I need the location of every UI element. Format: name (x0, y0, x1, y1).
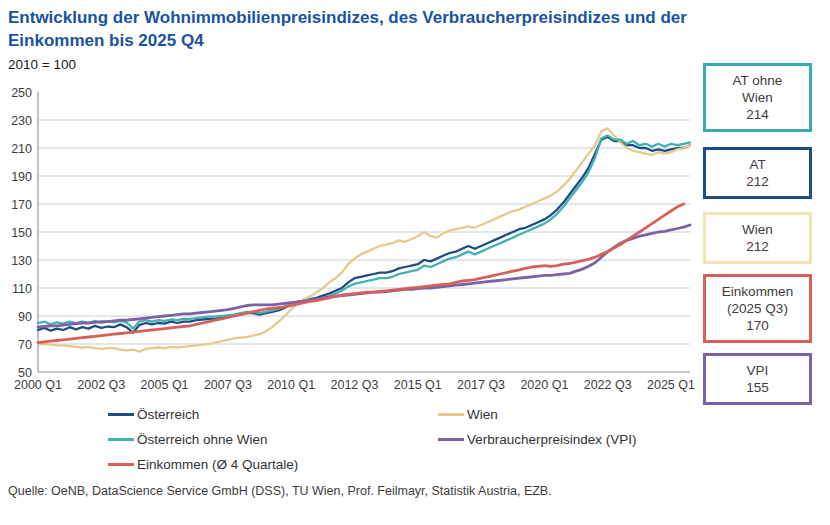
y-tick-label: 230 (11, 114, 32, 128)
endpoint-box-label: Wien (708, 221, 807, 238)
x-tick-label: 2002 Q3 (77, 378, 125, 392)
y-tick-label: 210 (11, 142, 32, 156)
legend-item-wien: Wien (438, 402, 637, 427)
series-line-einkommen (38, 204, 684, 343)
x-tick-label: 2015 Q1 (394, 378, 442, 392)
legend-item-oesterreich: Österreich (108, 402, 438, 427)
endpoint-box-value: 212 (708, 173, 807, 190)
index-base-note: 2010 = 100 (8, 57, 76, 72)
x-tick-label: 2005 Q1 (141, 378, 189, 392)
legend-label-wien: Wien (467, 407, 498, 422)
page-title-line1: Entwicklung der Wohnimmobilienpreisindiz… (8, 6, 718, 29)
endpoint-box-label: (2025 Q3) (708, 300, 807, 317)
legend-item-oesterreich-ohne-wien: Österreich ohne Wien (108, 427, 438, 452)
y-tick-label: 70 (18, 338, 32, 352)
legend-label-oesterreich-ohne-wien: Österreich ohne Wien (137, 432, 268, 447)
page-title-line2: Einkommen bis 2025 Q4 (8, 29, 718, 52)
x-tick-label: 2020 Q1 (520, 378, 568, 392)
endpoint-box-label: Einkommen (708, 283, 807, 300)
x-tick-label: 2025 Q1 (647, 378, 695, 392)
endpoint-box-value: 214 (708, 106, 807, 123)
legend-item-vpi: Verbraucherpreisindex (VPI) (438, 427, 637, 452)
x-tick-label: 2022 Q3 (584, 378, 632, 392)
legend-swatch-oesterreich-ohne-wien (108, 438, 134, 441)
endpoint-box-label: Wien (708, 89, 807, 106)
page-title: Entwicklung der Wohnimmobilienpreisindiz… (8, 6, 718, 53)
page: Entwicklung der Wohnimmobilienpreisindiz… (0, 0, 830, 525)
legend-swatch-wien (438, 413, 464, 416)
endpoint-box-value: 155 (708, 379, 807, 396)
endpoint-box-label: VPI (708, 362, 807, 379)
x-tick-label: 2012 Q3 (331, 378, 379, 392)
y-tick-label: 170 (11, 198, 32, 212)
endpoint-box-einkommen: Einkommen (2025 Q3) 170 (703, 274, 812, 343)
y-tick-label: 250 (11, 86, 32, 100)
legend-item-einkommen: Einkommen (Ø 4 Quartale) (108, 452, 438, 477)
legend-label-vpi: Verbraucherpreisindex (VPI) (467, 432, 637, 447)
y-tick-label: 150 (11, 226, 32, 240)
y-tick-label: 190 (11, 170, 32, 184)
chart-svg: 5070901101301501701902102302502000 Q1200… (0, 84, 700, 396)
endpoint-box-wien: Wien 212 (703, 212, 812, 264)
legend-swatch-oesterreich (108, 413, 134, 416)
legend-label-oesterreich: Österreich (137, 407, 199, 422)
endpoint-box-value: 170 (708, 317, 807, 334)
endpoint-box-vpi: VPI 155 (703, 353, 812, 405)
endpoint-boxes: AT ohne Wien 214 AT 212 Wien 212 Einkomm… (703, 63, 812, 405)
x-tick-label: 2010 Q1 (267, 378, 315, 392)
legend-swatch-einkommen (108, 463, 134, 466)
endpoint-box-label: AT ohne (708, 72, 807, 89)
endpoint-box-label: AT (708, 156, 807, 173)
source-note: Quelle: OeNB, DataScience Service GmbH (… (8, 484, 552, 498)
y-tick-label: 90 (18, 310, 32, 324)
chart: 5070901101301501701902102302502000 Q1200… (0, 84, 700, 396)
endpoint-box-value: 212 (708, 238, 807, 255)
legend-swatch-vpi (438, 438, 464, 441)
endpoint-box-at-ohne-wien: AT ohne Wien 214 (703, 63, 812, 132)
x-tick-label: 2007 Q3 (204, 378, 252, 392)
x-tick-label: 2000 Q1 (14, 378, 62, 392)
y-tick-label: 130 (11, 254, 32, 268)
y-tick-label: 110 (12, 282, 32, 296)
legend-label-einkommen: Einkommen (Ø 4 Quartale) (137, 457, 298, 472)
x-tick-label: 2017 Q3 (457, 378, 505, 392)
endpoint-box-at: AT 212 (703, 147, 812, 199)
chart-legend: Österreich Wien Österreich ohne Wien Ver… (108, 402, 637, 477)
